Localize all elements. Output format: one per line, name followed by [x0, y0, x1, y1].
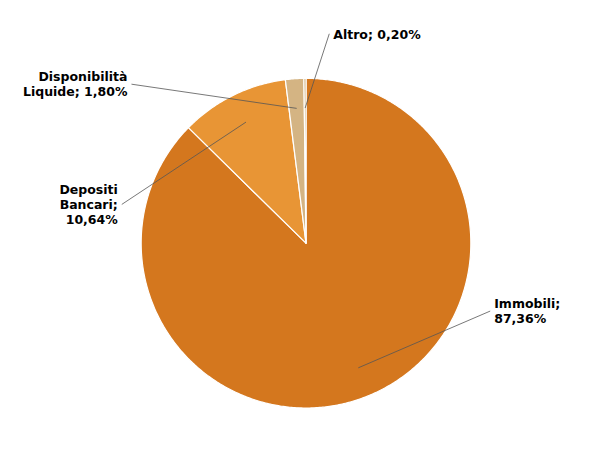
svg-text:DisponibilitàLiquide; 1,80%: DisponibilitàLiquide; 1,80%	[23, 69, 128, 99]
svg-text:Immobili;87,36%: Immobili;87,36%	[494, 296, 560, 326]
svg-text:DepositiBancari;10,64%: DepositiBancari;10,64%	[59, 182, 118, 227]
svg-text:Altro; 0,20%: Altro; 0,20%	[333, 27, 421, 42]
